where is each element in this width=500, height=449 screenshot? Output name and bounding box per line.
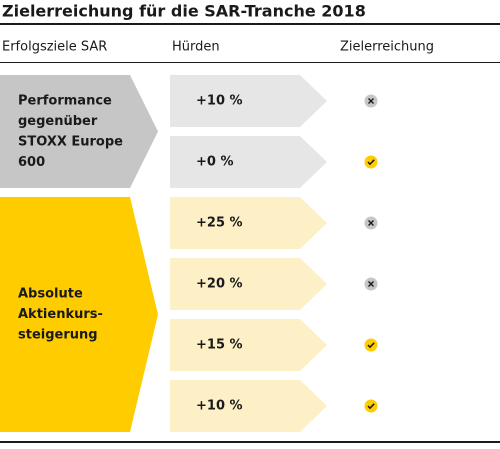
hurdle-label: +0 % bbox=[196, 155, 234, 170]
cross-mark bbox=[368, 220, 374, 226]
group-arrow bbox=[0, 75, 158, 188]
header-rule bbox=[0, 62, 500, 63]
cross-mark bbox=[368, 281, 374, 287]
hurdle-arrow bbox=[170, 319, 327, 371]
bottom-rule bbox=[0, 441, 500, 443]
hurdle-arrow bbox=[170, 380, 327, 432]
group-label: STOXX Europe bbox=[18, 134, 123, 149]
group-label: steigerung bbox=[18, 328, 98, 343]
column-header: Hürden bbox=[172, 40, 220, 55]
group-label: 600 bbox=[18, 155, 45, 170]
check-mark bbox=[367, 342, 375, 349]
group-label: gegenüber bbox=[18, 114, 98, 129]
status-achieved bbox=[364, 399, 378, 413]
column-header: Erfolgsziele SAR bbox=[2, 40, 107, 55]
check-mark bbox=[367, 159, 375, 166]
hurdle-label: +10 % bbox=[196, 399, 243, 414]
title: Zielerreichung für die SAR-Tranche 2018 bbox=[2, 2, 366, 21]
hurdle-label: +25 % bbox=[196, 216, 243, 231]
group-label: Absolute bbox=[18, 287, 83, 302]
check-mark bbox=[367, 403, 375, 410]
status-achieved bbox=[364, 155, 378, 169]
hurdle-label: +10 % bbox=[196, 94, 243, 109]
status-achieved bbox=[364, 338, 378, 352]
hurdle-arrow bbox=[170, 75, 327, 127]
group-label: Aktienkurs- bbox=[18, 307, 103, 322]
group-arrow bbox=[0, 197, 158, 432]
group-label: Performance bbox=[18, 93, 112, 108]
hurdle-arrow bbox=[170, 197, 327, 249]
title-rule bbox=[0, 23, 500, 25]
hurdle-arrow bbox=[170, 258, 327, 310]
hurdle-arrow bbox=[170, 136, 327, 188]
hurdle-label: +15 % bbox=[196, 338, 243, 353]
cross-mark bbox=[368, 98, 374, 104]
hurdle-label: +20 % bbox=[196, 277, 243, 292]
column-header: Zielerreichung bbox=[340, 40, 434, 55]
